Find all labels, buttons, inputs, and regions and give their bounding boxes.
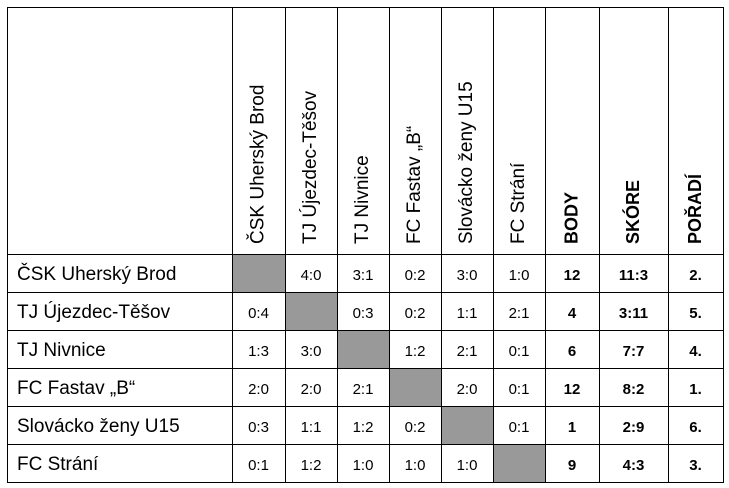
points-value: 1 [567,418,577,436]
match-result: 0:1 [508,342,530,360]
rank-value: 5. [689,304,702,322]
match-result: 1:0 [404,456,426,474]
match-result: 1:2 [404,342,426,360]
match-result: 1:1 [456,304,478,322]
column-header: TJ Nivnice [352,155,373,244]
column-header: SKÓRE [623,179,643,244]
grid-line [7,254,724,255]
match-result: 3:1 [352,266,374,284]
grid-line [599,7,600,483]
column-header: POŘADÍ [685,173,705,244]
team-name: Slovácko ženy U15 [17,416,180,437]
grid-line [389,7,390,483]
grid-line [7,406,724,407]
team-name: TJ Nivnice [17,340,106,361]
match-result: 0:3 [248,418,269,436]
rank-value: 6. [689,418,702,436]
match-result: 2:0 [248,380,269,398]
grid-line [493,7,494,483]
team-name: FC Fastav „B“ [17,378,136,399]
score-value: 11:3 [618,266,649,284]
points-value: 9 [567,456,577,474]
column-header: BODY [561,191,582,244]
match-result: 0:4 [248,304,269,322]
grid-line [232,7,233,483]
match-result: 1:0 [352,456,374,474]
match-result: 2:1 [456,342,478,360]
match-result: 3:0 [456,266,478,284]
diagonal-cell [232,254,285,292]
team-name: ČSK Uherský Brod [17,264,177,285]
team-name: FC Strání [17,454,99,475]
match-result: 0:3 [352,304,374,322]
diagonal-cell [389,368,441,406]
column-header: TJ Újezdec-Těšov [300,90,321,244]
match-result: 4:0 [300,266,322,284]
grid-line [7,292,724,293]
score-value: 2:9 [622,418,645,436]
points-value: 12 [563,380,581,398]
grid-line [7,482,724,483]
column-header: FC Strání [508,162,529,244]
score-value: 7:7 [622,342,645,360]
grid-line [7,444,724,445]
grid-line [723,7,724,483]
match-result: 1:0 [456,456,478,474]
grid-line [7,7,724,8]
score-value: 4:3 [622,456,645,474]
grid-line [7,368,724,369]
match-result: 0:2 [404,266,426,284]
match-result: 0:1 [508,380,530,398]
match-result: 0:2 [404,304,426,322]
column-header: ČSK Uherský Brod [247,84,269,244]
rank-value: 4. [689,342,702,360]
grid-line [545,7,546,483]
match-result: 2:0 [456,380,478,398]
match-result: 0:1 [508,418,530,436]
grid-line [285,7,286,483]
rank-value: 1. [689,380,702,398]
column-header: Slovácko ženy U15 [456,81,477,244]
match-result: 0:1 [248,456,269,474]
match-result: 3:0 [300,342,322,360]
diagonal-cell [285,292,337,330]
match-result: 1:2 [352,418,374,436]
match-result: 1:2 [300,456,322,474]
rank-value: 3. [689,456,702,474]
match-result: 0:2 [404,418,426,436]
match-result: 2:0 [300,380,322,398]
grid-line [441,7,442,483]
team-name: TJ Újezdec-Těšov [17,302,171,323]
points-value: 12 [563,266,581,284]
match-result: 1:1 [300,418,322,436]
diagonal-cell [493,444,545,482]
diagonal-cell [441,406,493,444]
grid-line [668,7,669,483]
match-result: 2:1 [352,380,374,398]
points-value: 6 [567,342,577,360]
rank-value: 2. [689,266,702,284]
diagonal-cell [337,330,389,368]
score-value: 3:11 [618,304,649,322]
grid-line [7,7,8,483]
grid-line [337,7,338,483]
match-result: 1:0 [508,266,530,284]
grid-line [7,330,724,331]
column-header: FC Fastav „B“ [404,125,425,244]
score-value: 8:2 [622,380,645,398]
match-result: 2:1 [508,304,530,322]
match-result: 1:3 [248,342,269,360]
points-value: 4 [567,304,577,322]
